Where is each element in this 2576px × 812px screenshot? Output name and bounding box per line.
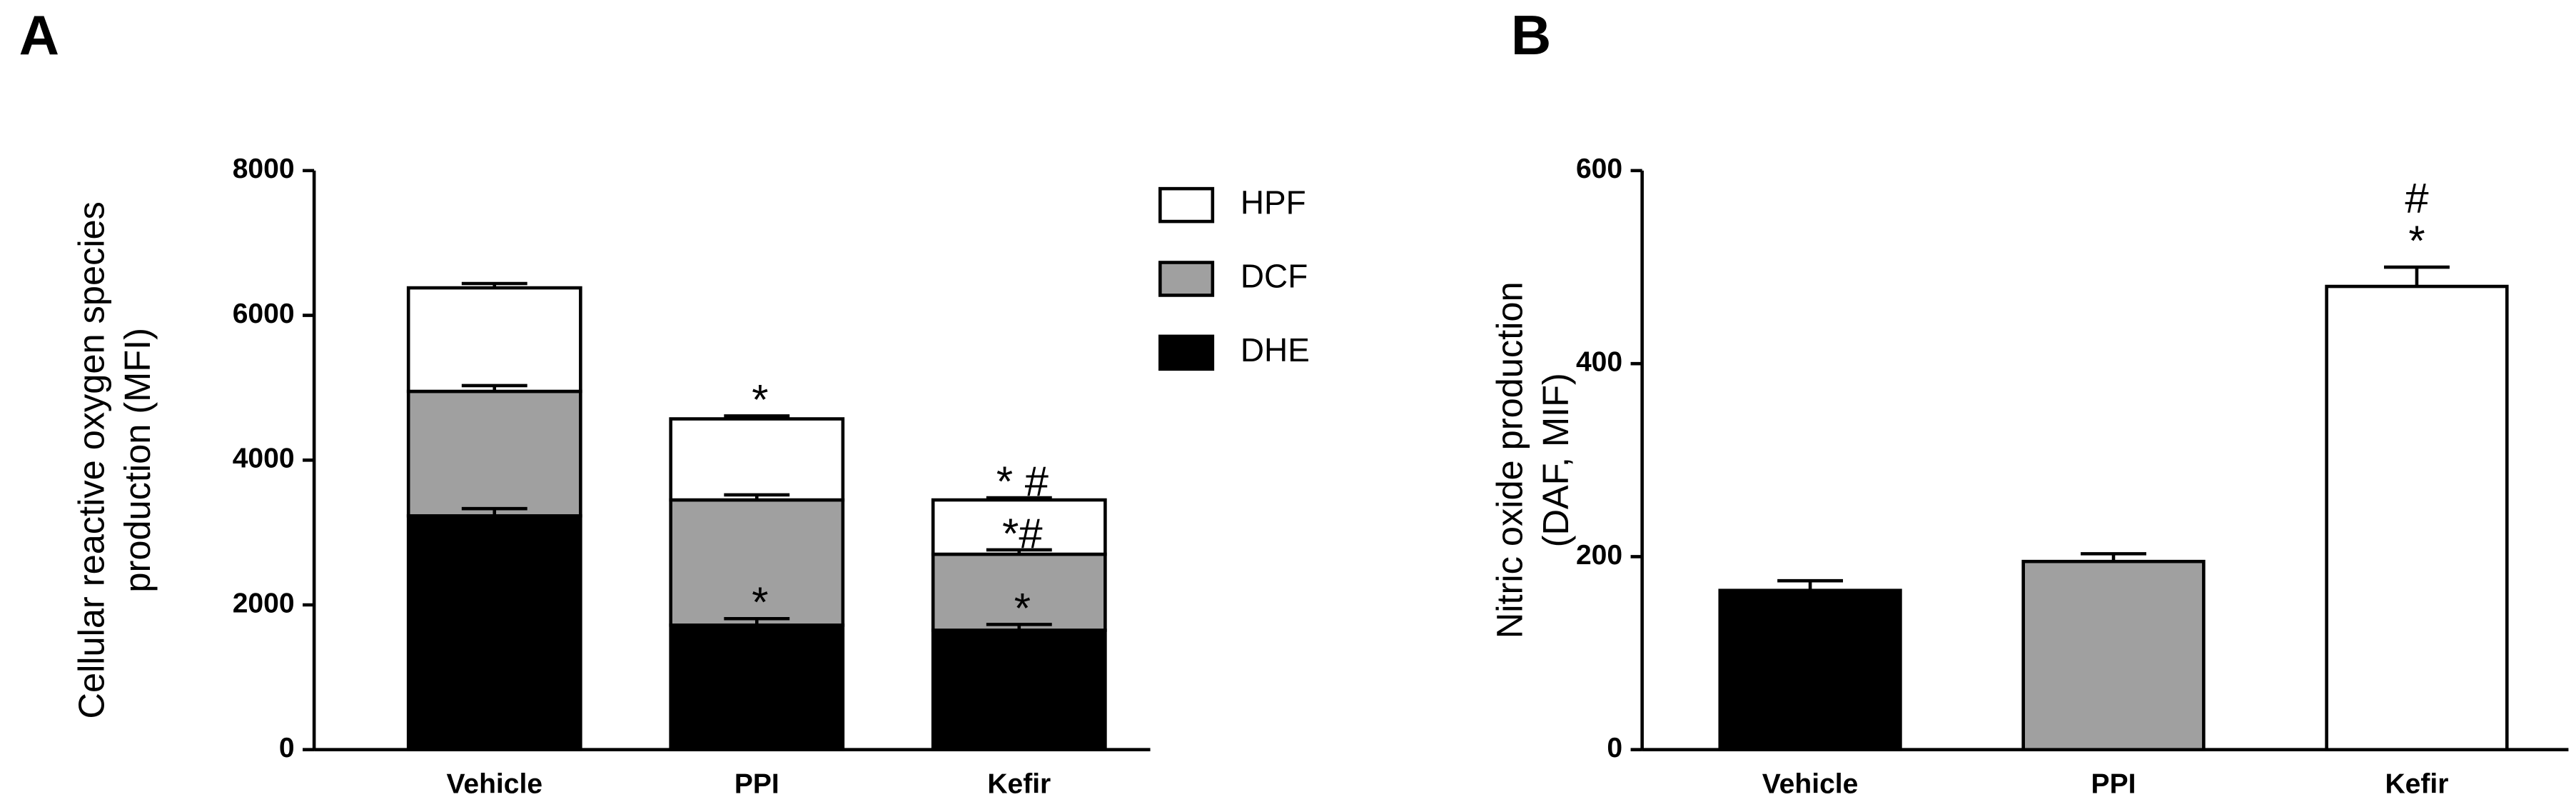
y-tick-label: 400 — [1576, 346, 1622, 377]
y-axis-label: production (MFI) — [117, 328, 158, 593]
panel-label: A — [19, 4, 59, 66]
significance-mark: # — [2405, 174, 2428, 222]
legend-swatch — [1158, 261, 1215, 297]
bar-segment — [406, 514, 582, 752]
legend-swatch — [1158, 334, 1215, 371]
bar-segment — [406, 286, 582, 394]
y-tick-label: 2000 — [233, 588, 295, 618]
y-tick-label: 0 — [279, 733, 295, 763]
y-tick-label: 600 — [1576, 154, 1622, 184]
x-tick-label: PPI — [734, 769, 779, 800]
bar — [1718, 588, 1902, 752]
panel-label: B — [1511, 4, 1551, 66]
y-tick-label: 4000 — [233, 443, 295, 474]
bar — [2021, 559, 2206, 752]
y-tick-label: 6000 — [233, 299, 295, 329]
bar-segment — [931, 628, 1107, 752]
bar-segment — [406, 389, 582, 518]
bar — [2325, 284, 2509, 752]
y-tick-label: 8000 — [233, 154, 295, 184]
legend-label: DCF — [1241, 258, 1308, 295]
x-tick-label: Kefir — [987, 769, 1051, 800]
significance-mark: * — [752, 376, 768, 423]
y-axis-label: Nitric oxide production — [1490, 281, 1530, 638]
significance-mark: * # — [996, 457, 1049, 505]
significance-mark: *# — [1002, 509, 1042, 557]
significance-mark: * — [752, 578, 768, 626]
x-tick-label: PPI — [2091, 769, 2136, 800]
bar-segment — [669, 417, 845, 502]
y-axis-label: Cellular reactive oxygen species — [71, 201, 112, 718]
x-tick-label: Vehicle — [446, 769, 542, 800]
bar-segment — [669, 623, 845, 752]
y-tick-label: 200 — [1576, 540, 1622, 571]
significance-mark: * — [2408, 217, 2425, 265]
legend-label: HPF — [1241, 184, 1306, 221]
bar-segment — [931, 498, 1107, 556]
x-tick-label: Vehicle — [1762, 769, 1859, 800]
y-axis-label: (DAF, MIF) — [1535, 373, 1576, 547]
legend-label: DHE — [1241, 331, 1310, 369]
bar-segment — [931, 552, 1107, 632]
x-tick-label: Kefir — [2385, 769, 2448, 800]
bar-segment — [669, 498, 845, 627]
legend-swatch — [1158, 186, 1215, 224]
significance-mark: * — [1014, 584, 1031, 632]
y-tick-label: 0 — [1607, 733, 1622, 763]
